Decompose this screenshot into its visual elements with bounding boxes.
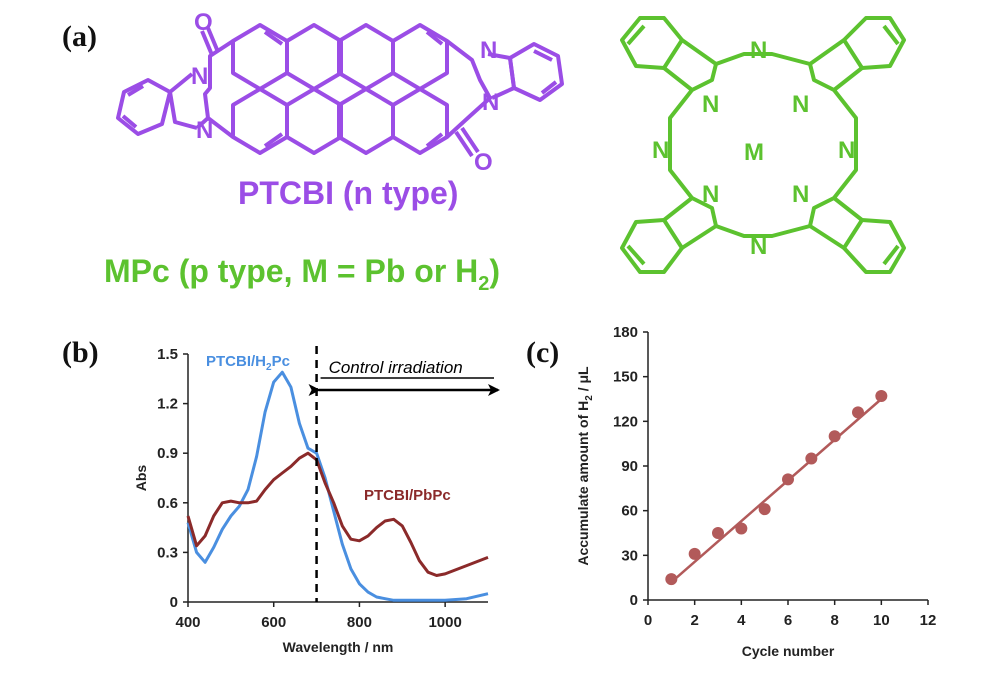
chart-c-x-tick-label: 12	[920, 612, 937, 629]
chart-b-series-0-legend: PTCBI/H2Pc	[206, 353, 290, 373]
chart-c-data-point	[712, 527, 724, 539]
chart-c-y-axis-label-suffix: / μL	[575, 366, 591, 395]
chart-c-y-tick-label: 0	[630, 592, 638, 609]
ptcbi-nitrogen-left-2: N	[196, 117, 213, 144]
chart-c-x-tick-label: 10	[873, 612, 890, 629]
mpc-name-prefix: MPc (p type, M = Pb or H	[104, 253, 478, 289]
chart-c-y-tick-label: 90	[621, 458, 638, 475]
chart-b-y-tick-label: 1.5	[157, 346, 178, 363]
mpc-metal-center: M	[744, 139, 764, 166]
panel-a-label: (a)	[62, 20, 97, 53]
chart-c-y-axis-label-subscript: 2	[584, 395, 595, 401]
chart-b-marks: PTCBI/H2Pc PTCBI/PbPc Control irradiation	[186, 346, 500, 602]
chart-b-x-tick-label: 400	[175, 614, 200, 631]
mpc-nitrogen-inner-br: N	[792, 181, 809, 208]
chart-c-data-point	[852, 406, 864, 419]
ptcbi-oxygen-bottom: O	[474, 149, 493, 176]
chart-c-data-point	[805, 452, 818, 465]
mpc-name-subscript: 2	[478, 273, 489, 295]
chart-b-y-tick-label: 0.3	[157, 544, 178, 561]
chart-c-fit-line	[670, 398, 883, 584]
chart-c-data-point	[688, 547, 701, 560]
chart-c-data-point	[828, 430, 841, 443]
chart-b-series-1-line	[186, 451, 489, 577]
mpc-nitrogen-inner-tr: N	[792, 91, 809, 118]
chart-b-axes: 0 0.3 0.6 0.9 1.2 1.5 400 600 800 1000 Wavelength …	[133, 346, 488, 655]
ptcbi-structure	[116, 23, 564, 158]
chart-c-y-tick-label: 120	[613, 413, 638, 430]
ptcbi-atoms: O N N N N O	[191, 9, 499, 176]
chart-b-series-1-legend: PTCBI/PbPc	[364, 487, 451, 504]
ptcbi-name: PTCBI (n type)	[238, 175, 458, 211]
chart-b-series-0-legend-subscript: 2	[266, 362, 272, 373]
panel-c-label: (c)	[526, 336, 559, 369]
chart-c-data-point	[735, 522, 748, 535]
chart-c-x-tick-label: 4	[737, 612, 746, 629]
panel-a: (a)	[62, 9, 906, 295]
ptcbi-nitrogen-right-2: N	[482, 89, 499, 116]
chart-b-x-tick-label: 600	[261, 614, 286, 631]
chart-b-series-0-legend-suffix: Pc	[272, 353, 290, 370]
chart-c-x-axis-label: Cycle number	[742, 643, 835, 659]
ptcbi-oxygen-top: O	[194, 9, 213, 36]
mpc-nitrogen-inner-bl: N	[702, 181, 719, 208]
chart-b-x-axis-label: Wavelength / nm	[283, 639, 394, 655]
chart-c-y-tick-label: 180	[613, 324, 638, 341]
chart-c-x-tick-label: 2	[690, 612, 698, 629]
mpc-structure	[620, 16, 906, 274]
chart-c-x-tick-label: 8	[830, 612, 838, 629]
mpc-nitrogen-top: N	[750, 37, 767, 64]
chart-b-x-tick-label: 1000	[428, 614, 461, 631]
chart-c-data-point	[665, 573, 678, 586]
panel-c: (c) 0 30 60 90 120 150 180 0 2 4 6 8 10 12 Cycle numbe…	[526, 324, 936, 659]
chart-b-y-tick-label: 0.6	[157, 495, 178, 512]
chart-b-annotation-label: Control irradiation	[329, 358, 463, 377]
chart-c-y-axis-label-prefix: Accumulate amount of H	[575, 401, 591, 566]
chart-c-x-tick-label: 0	[644, 612, 652, 629]
chart-b-series-0-line	[186, 370, 489, 602]
mpc-nitrogen-bottom: N	[750, 233, 767, 260]
chart-b-x-tick-label: 800	[347, 614, 372, 631]
chart-c-data-point	[758, 503, 771, 516]
chart-c-data-point	[782, 473, 794, 486]
chart-b-y-tick-label: 0.9	[157, 445, 178, 462]
panel-b: (b) 0 0.3 0.6 0.9 1.2 1.5 400 600 800 1000 Wavelen…	[62, 336, 500, 655]
chart-b-y-axis-label: Abs	[133, 465, 149, 492]
chart-c-marks	[665, 390, 888, 586]
chart-c-y-tick-label: 60	[621, 503, 638, 520]
chart-c-y-tick-label: 30	[621, 547, 638, 564]
chart-c-y-tick-label: 150	[613, 369, 638, 386]
mpc-name-suffix: )	[489, 253, 500, 289]
chart-b-y-tick-label: 0	[170, 594, 178, 611]
mpc-nitrogen-right: N	[838, 137, 855, 164]
chart-b-series-0-legend-prefix: PTCBI/H	[206, 353, 266, 370]
panel-b-label: (b)	[62, 336, 99, 369]
chart-c-data-point	[875, 390, 888, 403]
ptcbi-nitrogen-right-1: N	[480, 37, 497, 64]
mpc-nitrogen-inner-tl: N	[702, 91, 719, 118]
chart-b-y-tick-label: 1.2	[157, 396, 178, 413]
ptcbi-nitrogen-left-1: N	[191, 63, 208, 90]
chart-c-axes: 0 30 60 90 120 150 180 0 2 4 6 8 10 12 Cycle number Acc…	[575, 324, 936, 659]
chart-c-y-axis-label: Accumulate amount of H2 / μL	[575, 366, 595, 566]
mpc-name: MPc (p type, M = Pb or H2)	[104, 253, 500, 295]
mpc-nitrogen-left: N	[652, 137, 669, 164]
mpc-atoms: N N N N N N N N M	[652, 37, 855, 260]
chart-c-x-tick-label: 6	[784, 612, 792, 629]
